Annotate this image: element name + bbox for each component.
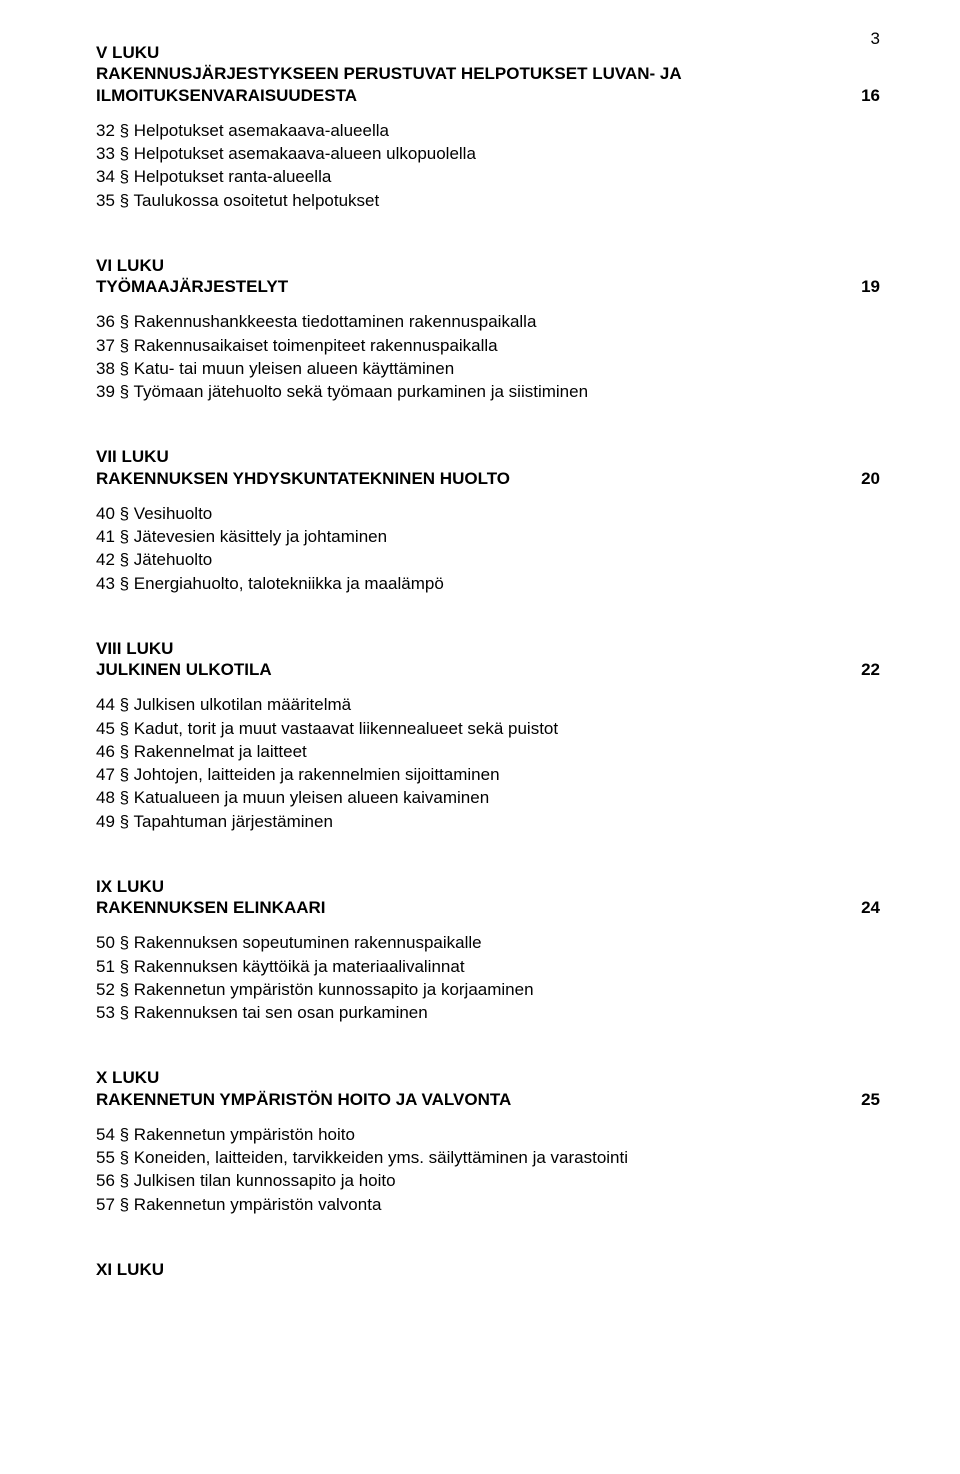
toc-section: IX LUKU RAKENNUKSEN ELINKAARI 24 50 § Ra… — [96, 876, 880, 1024]
toc-item: 49 § Tapahtuman järjestäminen — [96, 811, 880, 832]
toc-chapter-title: JULKINEN ULKOTILA — [96, 659, 272, 680]
toc-chapter-label: VI LUKU — [96, 255, 288, 276]
toc-chapter-title: RAKENNUSJÄRJESTYKSEEN PERUSTUVAT HELPOTU… — [96, 63, 850, 106]
toc-item: 55 § Koneiden, laitteiden, tarvikkeiden … — [96, 1147, 880, 1168]
toc-section-header: VI LUKU TYÖMAAJÄRJESTELYT 19 — [96, 255, 880, 298]
toc-section: VII LUKU RAKENNUKSEN YHDYSKUNTATEKNINEN … — [96, 446, 880, 594]
toc-item: 40 § Vesihuolto — [96, 503, 880, 524]
toc-chapter-title: RAKENNUKSEN ELINKAARI — [96, 897, 326, 918]
toc-page-ref: 25 — [850, 1089, 880, 1110]
toc-page-ref: 20 — [850, 468, 880, 489]
toc-item: 34 § Helpotukset ranta-alueella — [96, 166, 880, 187]
toc-item: 57 § Rakennetun ympäristön valvonta — [96, 1194, 880, 1215]
toc-chapter-title: TYÖMAAJÄRJESTELYT — [96, 276, 288, 297]
toc-item-list: 36 § Rakennushankkeesta tiedottaminen ra… — [96, 311, 880, 402]
toc-item: 33 § Helpotukset asemakaava-alueen ulkop… — [96, 143, 880, 164]
toc-chapter-label: V LUKU — [96, 42, 850, 63]
toc-chapter-label: VIII LUKU — [96, 638, 272, 659]
toc-item: 51 § Rakennuksen käyttöikä ja materiaali… — [96, 956, 880, 977]
toc-item: 42 § Jätehuolto — [96, 549, 880, 570]
toc-section: VIII LUKU JULKINEN ULKOTILA 22 44 § Julk… — [96, 638, 880, 832]
toc-section-header: X LUKU RAKENNETUN YMPÄRISTÖN HOITO JA VA… — [96, 1067, 880, 1110]
toc-item: 39 § Työmaan jätehuolto sekä työmaan pur… — [96, 381, 880, 402]
toc-item: 50 § Rakennuksen sopeutuminen rakennuspa… — [96, 932, 880, 953]
toc-item-list: 50 § Rakennuksen sopeutuminen rakennuspa… — [96, 932, 880, 1023]
toc-chapter-title: RAKENNUKSEN YHDYSKUNTATEKNINEN HUOLTO — [96, 468, 510, 489]
toc-item: 37 § Rakennusaikaiset toimenpiteet raken… — [96, 335, 880, 356]
toc-item-list: 32 § Helpotukset asemakaava-alueella 33 … — [96, 120, 880, 211]
toc-page-ref: 16 — [850, 85, 880, 106]
toc-section: VI LUKU TYÖMAAJÄRJESTELYT 19 36 § Rakenn… — [96, 255, 880, 403]
toc-chapter-label: IX LUKU — [96, 876, 326, 897]
toc-item: 35 § Taulukossa osoitetut helpotukset — [96, 190, 880, 211]
toc-item: 46 § Rakennelmat ja laitteet — [96, 741, 880, 762]
toc-item: 54 § Rakennetun ympäristön hoito — [96, 1124, 880, 1145]
toc-section-header: IX LUKU RAKENNUKSEN ELINKAARI 24 — [96, 876, 880, 919]
toc-section-header: VIII LUKU JULKINEN ULKOTILA 22 — [96, 638, 880, 681]
toc-section: X LUKU RAKENNETUN YMPÄRISTÖN HOITO JA VA… — [96, 1067, 880, 1215]
toc-chapter-title: RAKENNETUN YMPÄRISTÖN HOITO JA VALVONTA — [96, 1089, 511, 1110]
toc-item: 43 § Energiahuolto, talotekniikka ja maa… — [96, 573, 880, 594]
toc-page-ref: 22 — [850, 659, 880, 680]
toc-item: 53 § Rakennuksen tai sen osan purkaminen — [96, 1002, 880, 1023]
toc-chapter-label: X LUKU — [96, 1067, 511, 1088]
toc-item: 48 § Katualueen ja muun yleisen alueen k… — [96, 787, 880, 808]
toc-section-header: VII LUKU RAKENNUKSEN YHDYSKUNTATEKNINEN … — [96, 446, 880, 489]
toc-item: 52 § Rakennetun ympäristön kunnossapito … — [96, 979, 880, 1000]
toc-item: 32 § Helpotukset asemakaava-alueella — [96, 120, 880, 141]
toc-item: 36 § Rakennushankkeesta tiedottaminen ra… — [96, 311, 880, 332]
toc-chapter-label: VII LUKU — [96, 446, 510, 467]
toc-item-list: 54 § Rakennetun ympäristön hoito 55 § Ko… — [96, 1124, 880, 1215]
toc-page-ref: 19 — [850, 276, 880, 297]
toc-item: 41 § Jätevesien käsittely ja johtaminen — [96, 526, 880, 547]
toc-item: 38 § Katu- tai muun yleisen alueen käytt… — [96, 358, 880, 379]
toc-item: 44 § Julkisen ulkotilan määritelmä — [96, 694, 880, 715]
toc-item: 47 § Johtojen, laitteiden ja rakennelmie… — [96, 764, 880, 785]
toc-section-header: V LUKU RAKENNUSJÄRJESTYKSEEN PERUSTUVAT … — [96, 42, 880, 106]
page-number: 3 — [871, 28, 880, 49]
toc-page-ref: 24 — [850, 897, 880, 918]
document-page: 3 V LUKU RAKENNUSJÄRJESTYKSEEN PERUSTUVA… — [0, 0, 960, 1474]
toc-section: V LUKU RAKENNUSJÄRJESTYKSEEN PERUSTUVAT … — [96, 42, 880, 211]
toc-item: 56 § Julkisen tilan kunnossapito ja hoit… — [96, 1170, 880, 1191]
toc-item-list: 44 § Julkisen ulkotilan määritelmä 45 § … — [96, 694, 880, 832]
toc-item: 45 § Kadut, torit ja muut vastaavat liik… — [96, 718, 880, 739]
toc-chapter-label: XI LUKU — [96, 1259, 880, 1280]
toc-item-list: 40 § Vesihuolto 41 § Jätevesien käsittel… — [96, 503, 880, 594]
